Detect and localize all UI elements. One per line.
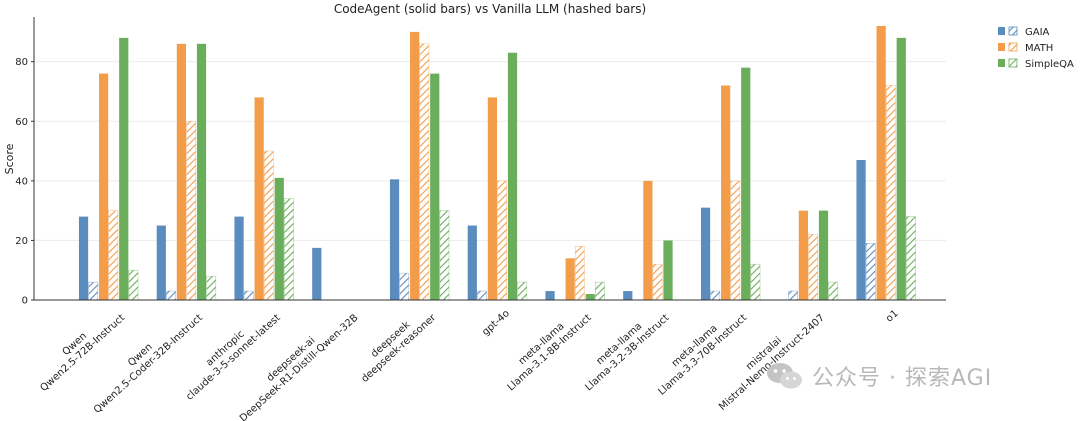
- y-ticks: 0 20 40 60 80: [15, 57, 34, 307]
- y-axis-label: Score: [3, 143, 16, 174]
- y-tick-label: 20: [15, 236, 28, 247]
- bar-simpleqa-vanilla: [284, 198, 294, 301]
- bar-gaia-codeagent: [467, 225, 477, 300]
- bar-simpleqa-vanilla: [517, 281, 528, 301]
- bar-simpleqa-codeagent: [274, 177, 284, 300]
- legend-swatch-solid: [998, 43, 1005, 51]
- bar-gaia-codeagent: [156, 225, 166, 300]
- x-tick-label: QwenQwen2.5-Coder-32B-Instruct: [84, 304, 205, 416]
- bar-gaia-codeagent: [234, 216, 244, 300]
- bar-gaia-vanilla: [399, 272, 410, 301]
- bar-math-codeagent: [798, 210, 808, 300]
- bar-simpleqa-codeagent: [430, 73, 440, 300]
- legend-swatch-hatched: [1008, 42, 1018, 52]
- bar-math-vanilla: [885, 85, 896, 301]
- bar-gaia-vanilla: [477, 290, 487, 301]
- bar-simpleqa-codeagent: [741, 67, 751, 300]
- bar-simpleqa-vanilla: [828, 281, 839, 301]
- bar-simpleqa-codeagent: [663, 240, 673, 300]
- bar-gaia-vanilla: [88, 281, 99, 301]
- bar-math-vanilla: [497, 180, 507, 301]
- bar-gaia-vanilla: [788, 290, 798, 301]
- bar-math-vanilla: [730, 180, 741, 301]
- x-tick-label: o1: [884, 308, 901, 325]
- bar-math-codeagent: [254, 97, 264, 300]
- y-tick-label: 0: [22, 296, 28, 307]
- legend-swatch-solid: [998, 59, 1005, 67]
- legend-swatch-hatched: [1008, 58, 1018, 68]
- bar-math-codeagent: [99, 73, 109, 300]
- axes: [33, 17, 946, 301]
- bar-math-codeagent: [643, 180, 653, 300]
- watermark: 公众号 · 探索AGI: [766, 360, 992, 392]
- x-tick-label: QwenQwen2.5-72B-Instruct: [30, 304, 127, 394]
- bar-simpleqa-vanilla: [595, 281, 605, 301]
- bar-gaia-codeagent: [700, 207, 711, 300]
- watermark-text: 公众号 · 探索AGI: [812, 366, 993, 391]
- bar-simpleqa-vanilla: [439, 210, 450, 301]
- bar-math-codeagent: [876, 25, 886, 301]
- bar-simpleqa-codeagent: [818, 210, 829, 300]
- bar-simpleqa-codeagent: [507, 52, 518, 300]
- legend-label: SimpleQA: [1025, 59, 1074, 70]
- bar-math-codeagent: [410, 31, 420, 300]
- bar-math-vanilla: [263, 150, 274, 301]
- svg-text:mistralaiMistral-Nemo-Instruct: mistralaiMistral-Nemo-Instruct-2407: [709, 304, 827, 413]
- y-tick-label: 40: [15, 176, 28, 187]
- bar-simpleqa-codeagent: [896, 37, 906, 300]
- bar-math-vanilla: [808, 234, 818, 301]
- bar-simpleqa-vanilla: [206, 275, 217, 301]
- x-tick-label: deepseek-aiDeepSeek-R1-Distill-Qwen-32B: [230, 303, 361, 421]
- legend-label: MATH: [1025, 43, 1053, 54]
- bars-group: [78, 25, 916, 301]
- bar-simpleqa-codeagent: [585, 294, 595, 300]
- bar-math-vanilla: [419, 43, 430, 301]
- bar-gaia-codeagent: [623, 291, 633, 300]
- x-tick-label: deepseekdeepseek-reasoner: [351, 303, 438, 385]
- svg-text:deepseekdeepseek-reasoner: deepseekdeepseek-reasoner: [351, 303, 438, 385]
- wechat-icon: [767, 363, 802, 389]
- svg-text:meta-llamaLlama-3.1-8B-Instruc: meta-llamaLlama-3.1-8B-Instruct: [498, 304, 594, 394]
- bar-simpleqa-codeagent: [196, 43, 207, 301]
- svg-text:deepseek-aiDeepSeek-R1-Distill: deepseek-aiDeepSeek-R1-Distill-Qwen-32B: [230, 303, 361, 421]
- bar-math-codeagent: [176, 43, 186, 301]
- bar-math-vanilla: [574, 246, 585, 301]
- legend: GAIA MATH SimpleQA: [998, 26, 1074, 70]
- x-tick-label: gpt-4o: [480, 308, 512, 338]
- svg-text:QwenQwen2.5-72B-Instruct: QwenQwen2.5-72B-Instruct: [30, 304, 127, 394]
- bar-simpleqa-codeagent: [119, 37, 129, 300]
- y-tick-label: 60: [15, 117, 28, 128]
- legend-swatch-solid: [998, 27, 1005, 35]
- x-tick-label: mistralaiMistral-Nemo-Instruct-2407: [709, 304, 827, 413]
- bar-simpleqa-vanilla: [128, 269, 139, 301]
- legend-swatch-hatched: [1008, 26, 1018, 36]
- bar-gaia-codeagent: [545, 291, 555, 300]
- bar-math-vanilla: [652, 263, 663, 301]
- bar-gaia-codeagent: [389, 179, 400, 300]
- bar-gaia-vanilla: [166, 290, 176, 301]
- legend-label: GAIA: [1025, 27, 1050, 38]
- svg-text:QwenQwen2.5-Coder-32B-Instruct: QwenQwen2.5-Coder-32B-Instruct: [84, 304, 205, 416]
- bar-math-vanilla: [108, 210, 119, 301]
- bar-gaia-vanilla: [865, 243, 876, 301]
- y-tick-label: 80: [15, 57, 28, 68]
- bar-gaia-codeagent: [312, 247, 322, 300]
- bar-math-vanilla: [186, 120, 196, 301]
- bar-gaia-codeagent: [78, 216, 89, 300]
- bar-simpleqa-vanilla: [906, 216, 916, 301]
- x-tick-label: meta-llamaLlama-3.1-8B-Instruct: [498, 304, 594, 394]
- bar-gaia-vanilla: [710, 290, 721, 301]
- bar-gaia-vanilla: [243, 290, 254, 301]
- bar-gaia-codeagent: [856, 159, 866, 300]
- svg-text:gpt-4o: gpt-4o: [480, 308, 512, 338]
- svg-text:o1: o1: [884, 308, 901, 325]
- bar-math-codeagent: [721, 85, 731, 300]
- chart-title: CodeAgent (solid bars) vs Vanilla LLM (h…: [334, 2, 646, 16]
- bar-math-codeagent: [487, 97, 497, 300]
- bar-simpleqa-vanilla: [750, 263, 761, 301]
- bar-math-codeagent: [565, 258, 575, 300]
